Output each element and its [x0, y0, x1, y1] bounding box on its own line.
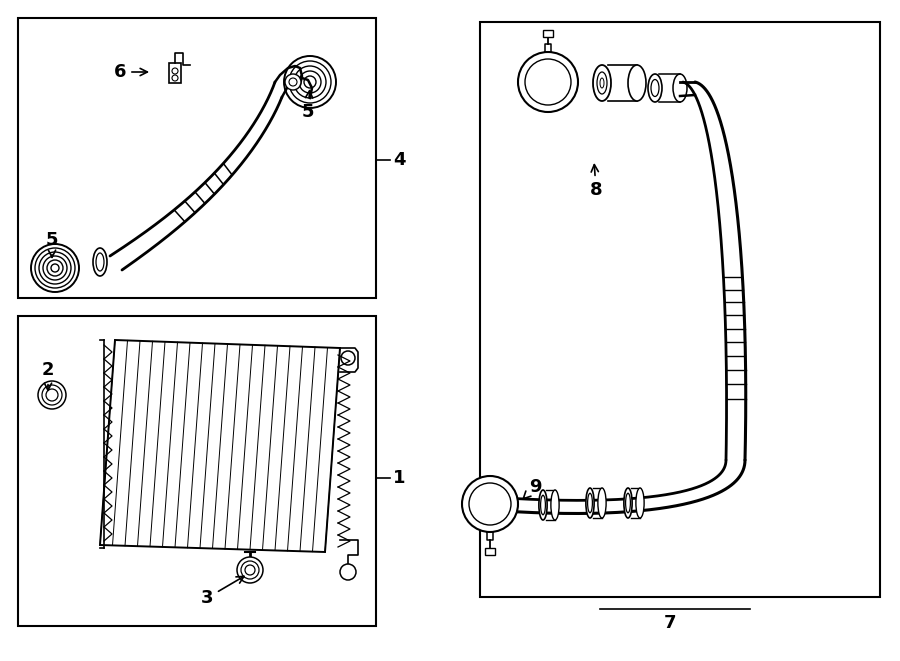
- Circle shape: [284, 56, 336, 108]
- Ellipse shape: [628, 65, 646, 101]
- Circle shape: [172, 68, 178, 74]
- Circle shape: [340, 564, 356, 580]
- Circle shape: [38, 381, 66, 409]
- Circle shape: [43, 256, 67, 280]
- Ellipse shape: [96, 253, 104, 271]
- Text: 1: 1: [393, 469, 406, 487]
- Ellipse shape: [651, 79, 659, 97]
- Text: 7: 7: [664, 614, 676, 632]
- Text: 5: 5: [46, 231, 58, 257]
- Text: 5: 5: [302, 91, 314, 121]
- Text: 2: 2: [41, 361, 54, 391]
- Circle shape: [469, 483, 511, 525]
- Circle shape: [294, 66, 326, 98]
- Circle shape: [47, 260, 63, 276]
- Bar: [18, 18, 376, 298]
- Polygon shape: [100, 340, 340, 552]
- Circle shape: [241, 561, 259, 579]
- Circle shape: [341, 351, 355, 365]
- Ellipse shape: [588, 493, 592, 513]
- Circle shape: [35, 248, 75, 288]
- Circle shape: [299, 71, 321, 93]
- Circle shape: [462, 476, 518, 532]
- Ellipse shape: [586, 488, 594, 518]
- Bar: [18, 316, 376, 626]
- Circle shape: [51, 264, 59, 272]
- Circle shape: [289, 78, 297, 86]
- Circle shape: [304, 76, 316, 88]
- Bar: [485, 548, 495, 555]
- Ellipse shape: [597, 72, 607, 94]
- Circle shape: [525, 59, 571, 105]
- Circle shape: [285, 74, 301, 90]
- Ellipse shape: [624, 488, 632, 518]
- Bar: [543, 30, 553, 37]
- Ellipse shape: [541, 495, 545, 515]
- Ellipse shape: [93, 248, 107, 276]
- Ellipse shape: [600, 78, 604, 88]
- Ellipse shape: [673, 74, 687, 102]
- Ellipse shape: [636, 488, 644, 518]
- Circle shape: [31, 244, 79, 292]
- Ellipse shape: [539, 490, 547, 520]
- Bar: [169, 63, 181, 83]
- Circle shape: [237, 557, 263, 583]
- Bar: [480, 22, 880, 597]
- Circle shape: [46, 389, 58, 401]
- Ellipse shape: [598, 488, 606, 518]
- Ellipse shape: [626, 493, 630, 513]
- Circle shape: [39, 252, 71, 284]
- Circle shape: [42, 385, 62, 405]
- Ellipse shape: [648, 74, 662, 102]
- Text: 3: 3: [201, 576, 244, 607]
- Circle shape: [172, 75, 178, 81]
- Ellipse shape: [551, 490, 559, 520]
- Text: 4: 4: [393, 151, 406, 169]
- Text: 9: 9: [523, 478, 541, 499]
- Circle shape: [245, 565, 255, 575]
- Text: 8: 8: [590, 165, 602, 199]
- Circle shape: [518, 52, 578, 112]
- Text: 6: 6: [113, 63, 148, 81]
- Ellipse shape: [593, 65, 611, 101]
- Circle shape: [289, 61, 331, 103]
